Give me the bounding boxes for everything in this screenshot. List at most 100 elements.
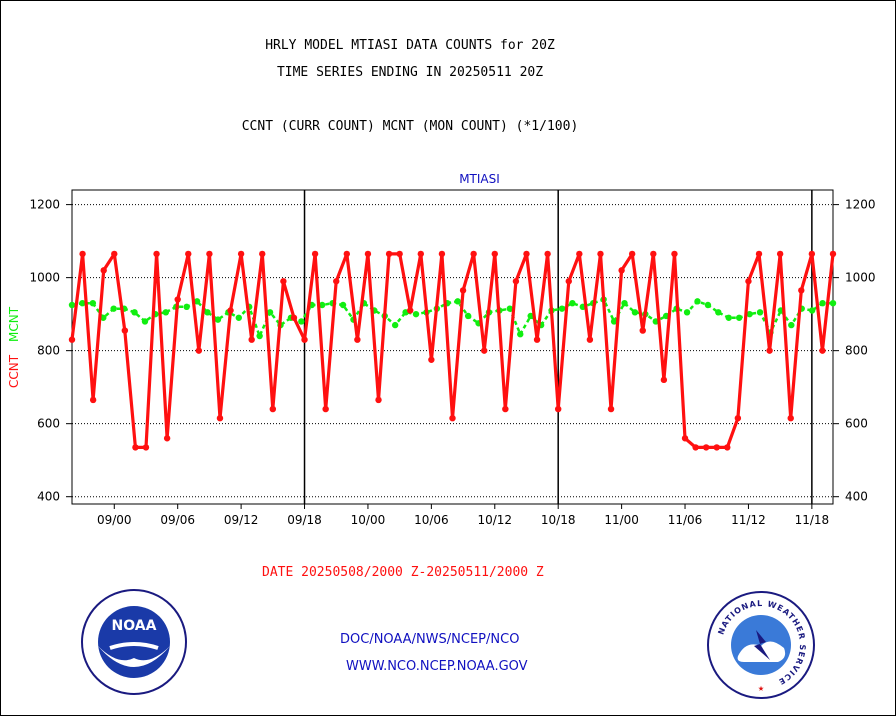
- x-tick-label: 09/06: [160, 513, 195, 527]
- ccnt-series-point: [523, 250, 530, 258]
- ccnt-series-point: [554, 405, 562, 413]
- ccnt-series-point: [533, 336, 541, 343]
- y-tick-label-right: 800: [845, 344, 868, 358]
- ccnt-series-point: [776, 250, 784, 258]
- ccnt-series-point: [618, 267, 625, 274]
- ccnt-series-point: [481, 347, 488, 354]
- ccnt-series-point: [417, 250, 424, 258]
- ccnt-series-point: [512, 278, 520, 285]
- ccnt-series-point: [364, 250, 372, 258]
- x-tick-label: 10/06: [414, 513, 449, 527]
- mcnt-series-point: [621, 299, 628, 307]
- header-subtitle: TIME SERIES ENDING IN 20250511 20Z: [276, 65, 544, 80]
- ccnt-series-point: [628, 250, 636, 258]
- y-axis-label-ccnt: CCNT: [7, 354, 21, 388]
- y-tick-label-left: 1000: [29, 271, 60, 285]
- x-tick-label: 11/06: [668, 513, 703, 527]
- mcnt-series-point: [110, 305, 117, 312]
- y-tick-label-left: 600: [37, 417, 60, 431]
- ccnt-series-point: [206, 250, 213, 258]
- ccnt-series-point: [111, 250, 118, 258]
- mcnt-series-point: [100, 314, 107, 321]
- y-tick-label-right: 600: [845, 417, 868, 431]
- ccnt-series-point: [132, 444, 139, 451]
- mcnt-series-point: [527, 312, 534, 320]
- ccnt-series-point: [576, 250, 583, 258]
- mcnt-series-point: [89, 299, 97, 307]
- ccnt-series-point: [491, 250, 498, 258]
- ccnt-series-point: [586, 336, 594, 343]
- mcnt-series-point: [454, 298, 461, 305]
- ccnt-series-point: [290, 314, 298, 321]
- ccnt-series-point: [385, 250, 393, 258]
- ccnt-series-point: [301, 336, 308, 343]
- mcnt-series-point: [131, 309, 138, 316]
- noaa-logo-text: NOAA: [112, 618, 157, 634]
- ccnt-series-point: [343, 250, 351, 258]
- mcnt-series-point: [193, 298, 201, 305]
- mcnt-series-point: [558, 305, 566, 312]
- ccnt-series-point: [639, 327, 646, 334]
- x-tick-label: 10/12: [477, 513, 512, 527]
- mcnt-series-point: [204, 309, 211, 316]
- ccnt-series-point: [745, 278, 752, 285]
- ccnt-series-point: [459, 287, 467, 294]
- y-tick-label-left: 1200: [29, 198, 60, 212]
- mcnt-series-point: [756, 309, 764, 316]
- ccnt-series-point: [766, 347, 773, 354]
- ccnt-series-point: [142, 444, 150, 451]
- ccnt-series-point: [607, 405, 615, 413]
- ccnt-series-point: [68, 336, 76, 343]
- ccnt-series-point: [89, 396, 97, 404]
- ccnt-series-point: [808, 250, 816, 258]
- ccnt-series-point: [650, 250, 657, 258]
- ccnt-series-point: [755, 250, 763, 258]
- ccnt-series-point: [428, 356, 435, 363]
- mcnt-series-point: [391, 321, 399, 329]
- header-title: HRLY MODEL MTIASI DATA COUNTS for 20Z: [265, 38, 555, 53]
- mcnt-series-point: [235, 314, 242, 321]
- ccnt-series-point: [544, 250, 551, 258]
- ccnt-series-point: [734, 414, 742, 422]
- ccnt-series-point: [502, 405, 509, 413]
- ccnt-series-point: [660, 376, 668, 384]
- ccnt-series-point: [259, 250, 266, 258]
- mcnt-series-point: [141, 318, 149, 325]
- mcnt-series-point: [788, 321, 795, 329]
- ccnt-series-point: [163, 435, 171, 442]
- noaa-logo: NOAA: [81, 589, 187, 695]
- ccnt-series-point: [565, 278, 572, 285]
- website-link[interactable]: WWW.NCO.NCEP.NOAA.GOV: [346, 659, 528, 674]
- ccnt-series-point: [597, 250, 604, 258]
- y-tick-label-left: 400: [37, 490, 60, 504]
- chart-title: MTIASI: [459, 172, 500, 186]
- ccnt-series-point: [724, 444, 731, 451]
- mcnt-series-point: [735, 314, 743, 321]
- ccnt-series-point: [375, 396, 382, 404]
- ccnt-series-point: [354, 336, 361, 343]
- mcnt-series-point: [68, 301, 76, 309]
- ccnt-series-point: [227, 307, 234, 314]
- mcnt-series-point: [183, 303, 190, 311]
- y-tick-label-right: 1000: [845, 271, 876, 285]
- mcnt-series-point: [808, 307, 816, 314]
- mcnt-series-point: [318, 301, 326, 309]
- mcnt-series-point: [266, 309, 274, 316]
- mcnt-series-point: [715, 309, 722, 316]
- ccnt-series-point: [449, 414, 456, 422]
- mcnt-series-point: [412, 310, 420, 318]
- mcnt-series-point: [506, 305, 514, 312]
- mcnt-series-point: [819, 299, 826, 307]
- ccnt-series-point: [407, 307, 414, 314]
- x-tick-label: 11/00: [604, 513, 639, 527]
- org-label: DOC/NOAA/NWS/NCEP/NCO: [340, 632, 520, 647]
- x-tick-label: 11/18: [795, 513, 830, 527]
- ccnt-series-point: [280, 278, 287, 285]
- svg-text:★: ★: [758, 683, 764, 694]
- y-tick-label-right: 1200: [845, 198, 876, 212]
- x-tick-label: 09/00: [97, 513, 132, 527]
- x-tick-label: 10/00: [351, 513, 386, 527]
- ccnt-series-point: [195, 347, 203, 354]
